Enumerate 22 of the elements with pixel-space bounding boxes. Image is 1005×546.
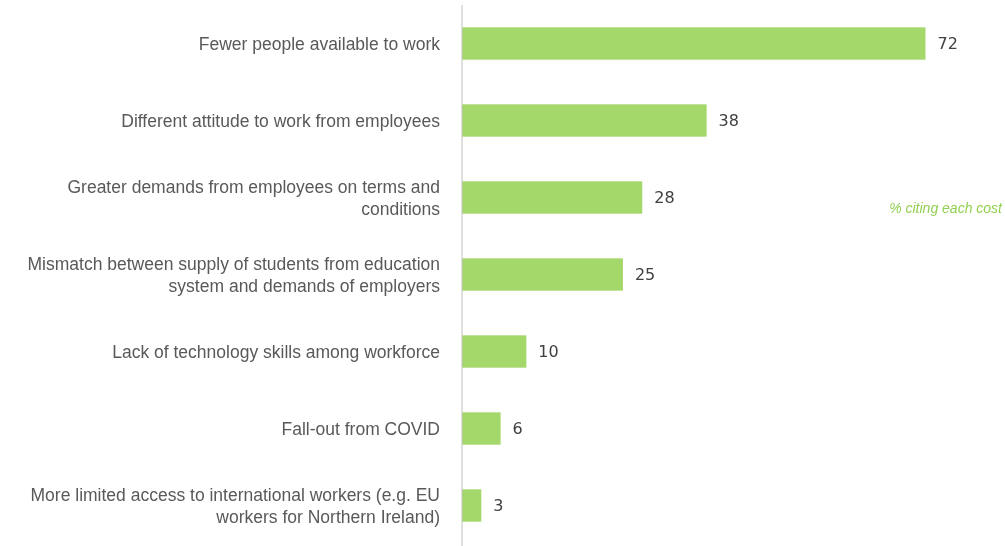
y-tick-label: Fall-out from COVID bbox=[281, 418, 440, 439]
data-label: 28 bbox=[654, 188, 675, 208]
y-tick-label: More limited access to international workers (e.g. EU workers for Northern Ireland) bbox=[30, 484, 440, 527]
bar bbox=[462, 489, 482, 522]
bar bbox=[462, 412, 501, 445]
bar bbox=[462, 258, 623, 291]
y-tick-label: Different attitude to work from employees bbox=[121, 110, 441, 131]
bar bbox=[462, 181, 643, 214]
data-label: 3 bbox=[493, 496, 504, 516]
data-label: 38 bbox=[718, 111, 739, 131]
data-label: 25 bbox=[634, 265, 656, 285]
y-tick-label: Fewer people available to work bbox=[198, 33, 441, 54]
y-tick-label: Mismatch between supply of students from education system and demands of employers bbox=[27, 253, 441, 296]
annotation: % citing each cost bbox=[889, 199, 1004, 216]
y-tick-label: Lack of technology skills among workforce bbox=[112, 341, 440, 362]
data-label: 10 bbox=[538, 342, 559, 362]
y-tick-label: Greater demands from employees on terms and conditions bbox=[67, 176, 441, 219]
data-label: 6 bbox=[512, 419, 523, 439]
data-label: 72 bbox=[937, 34, 958, 54]
bar bbox=[462, 335, 527, 368]
bar bbox=[462, 27, 926, 60]
bar bbox=[462, 104, 707, 137]
